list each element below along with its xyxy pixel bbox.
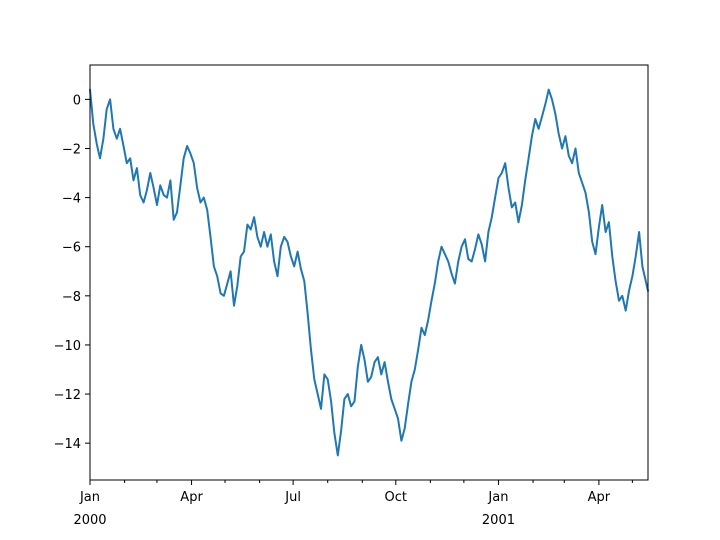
x-tick-year-label: 2001 <box>482 513 515 528</box>
x-tick-year-label: 2000 <box>73 513 106 528</box>
y-tick-label: −6 <box>62 241 81 256</box>
x-tick-label: Apr <box>180 490 203 505</box>
x-tick-label: Jul <box>284 490 301 505</box>
x-tick-label: Jan <box>487 490 508 505</box>
series-layer <box>89 88 649 457</box>
y-tick-label: −10 <box>54 339 81 354</box>
x-tick-label: Jan <box>79 490 100 505</box>
x-tick-label: Apr <box>588 490 611 505</box>
y-tick-label: −4 <box>62 192 81 207</box>
x-tick-label: Oct <box>385 490 407 505</box>
y-tick-label: −12 <box>54 388 81 403</box>
y-axis: 0 −2 −4 −6 −8 −10 −12 −14 <box>54 93 90 452</box>
y-tick-label: 0 <box>73 93 81 108</box>
y-tick-label: −14 <box>54 437 81 452</box>
y-tick-label: −2 <box>62 142 81 157</box>
x-axis: Jan 2000 Apr Jul Oct Jan 2001 Apr <box>73 480 633 528</box>
axes-frame <box>89 64 649 481</box>
series-line-1 <box>89 88 649 457</box>
y-tick-label: −8 <box>62 290 81 305</box>
